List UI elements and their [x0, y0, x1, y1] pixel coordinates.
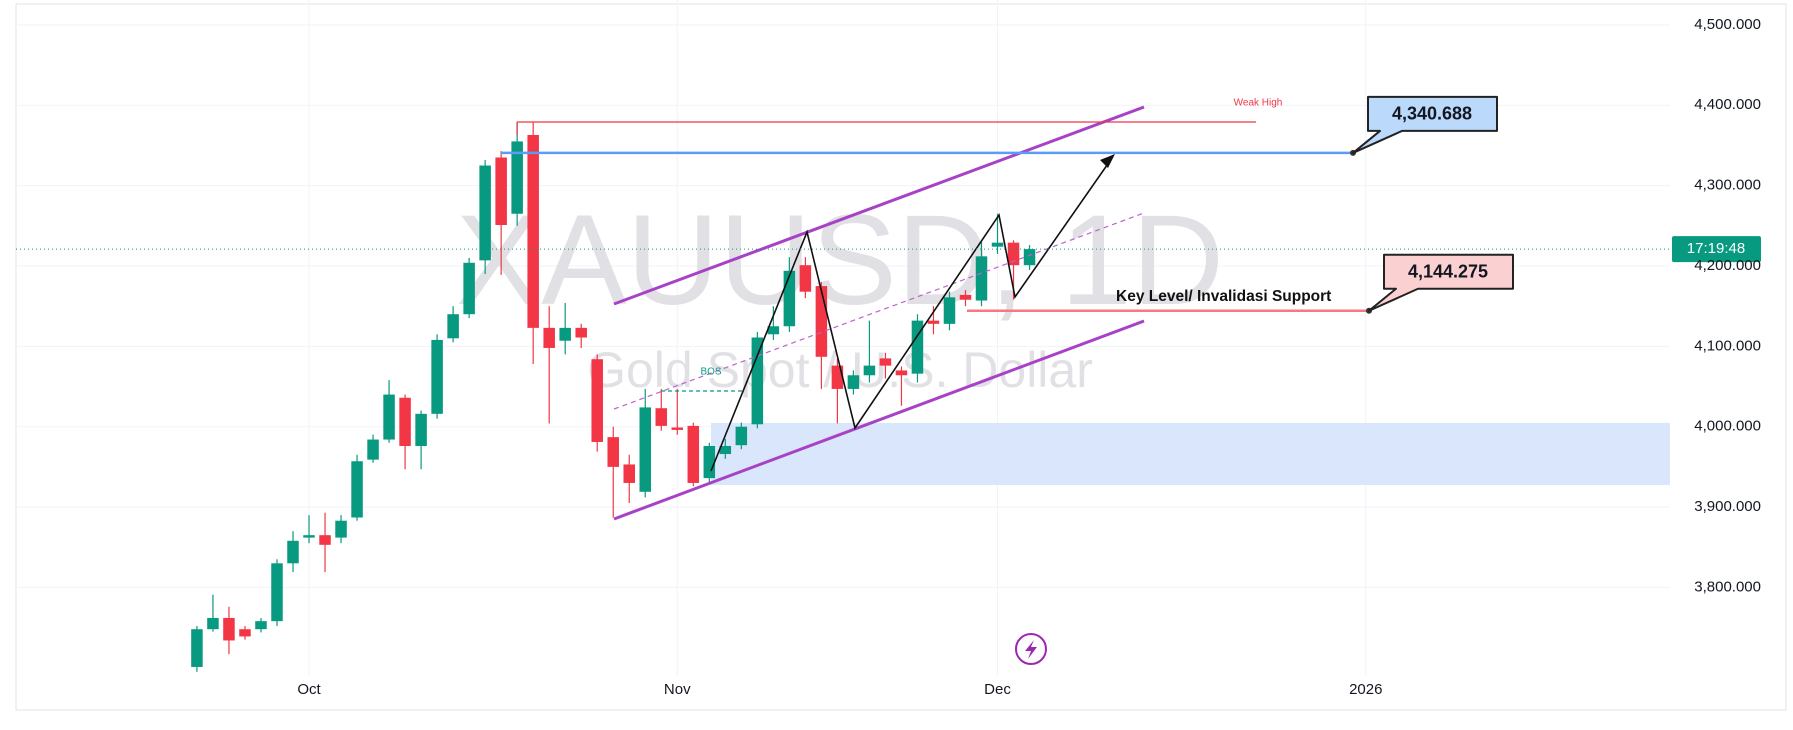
candle-body	[271, 563, 283, 622]
watermark-title: XAUUSD, 1D	[456, 189, 1224, 332]
candle-body	[463, 262, 475, 315]
y-tick-label: 4,500.000	[1694, 16, 1761, 33]
channel-upper	[613, 105, 1145, 306]
candle-body	[543, 327, 555, 348]
callout-label: 4,340.688	[1392, 104, 1472, 124]
bos-label: BOS	[700, 367, 721, 378]
lightning-glyph	[1025, 640, 1037, 659]
y-tick-label: 4,200.000	[1694, 257, 1761, 274]
key-level-label: Key Level/ Invalidasi Support	[1116, 288, 1331, 305]
y-tick-label: 4,000.000	[1694, 418, 1761, 435]
channel-lower	[613, 319, 1145, 521]
candle-body	[367, 439, 379, 460]
candle-body	[975, 256, 988, 301]
projection-path	[710, 157, 1113, 472]
candle-body	[943, 297, 956, 324]
demand-zone	[711, 423, 1670, 485]
candle-body	[351, 461, 363, 518]
candle-body	[863, 365, 876, 376]
candle-body	[783, 270, 796, 327]
candle-body	[895, 370, 908, 376]
candle-body	[591, 359, 603, 442]
candle-body	[911, 320, 924, 374]
frame	[15, 3, 1787, 711]
candle-body	[1023, 249, 1036, 266]
candle-body	[847, 375, 860, 389]
candle-body	[815, 286, 828, 357]
callout-box	[1352, 95, 1498, 154]
weak-high-label: Weak High	[1234, 98, 1283, 109]
candle-body	[927, 320, 940, 324]
candle-body	[255, 621, 267, 630]
candle-body	[991, 242, 1004, 247]
candle-body	[607, 437, 619, 467]
candle-body	[831, 365, 844, 389]
candle-body	[1007, 242, 1020, 266]
candle-body	[399, 397, 411, 446]
candle-body	[575, 327, 587, 338]
candle-body	[671, 427, 684, 430]
callout-box	[1368, 253, 1514, 312]
candle-body	[687, 425, 700, 483]
candle-body	[879, 358, 892, 366]
candle-body	[479, 165, 491, 261]
candle-body	[335, 520, 347, 538]
lightning-icon[interactable]	[1015, 633, 1047, 665]
y-tick-label: 4,100.000	[1694, 337, 1761, 354]
candle-body	[495, 157, 507, 225]
y-tick-label: 4,400.000	[1694, 96, 1761, 113]
callout-label: 4,144.275	[1408, 262, 1488, 282]
candle-body	[767, 326, 780, 335]
candle-body	[735, 426, 748, 446]
candle-body	[303, 535, 315, 538]
countdown-box	[1672, 236, 1761, 263]
candle-body	[655, 408, 668, 426]
candle-body	[287, 540, 299, 564]
y-tick-label: 4,300.000	[1694, 177, 1761, 194]
channel-mid	[613, 212, 1145, 410]
candle-body	[959, 294, 972, 300]
candle-body	[207, 617, 219, 630]
x-tick-label: Nov	[664, 681, 691, 698]
candle-body	[319, 535, 331, 545]
candle-body	[719, 445, 732, 455]
candle-body	[559, 327, 571, 341]
y-tick-label: 3,800.000	[1694, 578, 1761, 595]
candle-body	[431, 339, 443, 414]
candle-body	[639, 407, 652, 492]
candle-body	[191, 629, 203, 667]
y-tick-label: 3,900.000	[1694, 498, 1761, 515]
candle-body	[415, 413, 427, 446]
candle-body	[751, 337, 764, 425]
arrow-head	[1100, 154, 1115, 168]
candle-body	[447, 314, 459, 339]
candle-body	[511, 141, 523, 214]
x-tick-label: Oct	[297, 681, 321, 698]
candle-body	[623, 464, 635, 483]
candle-body	[799, 265, 812, 292]
drawings: Weak High BOS Key Level/ Invalidasi Supp…	[516, 98, 1331, 665]
x-tick-label: 2026	[1349, 681, 1382, 698]
countdown-label: 17:19:48	[1687, 240, 1745, 257]
x-tick-label: Dec	[984, 681, 1011, 698]
candle-body	[239, 629, 251, 637]
candle-body	[223, 617, 235, 641]
candle-body	[383, 394, 395, 440]
candle-body	[703, 445, 716, 479]
candle-body	[527, 135, 539, 328]
